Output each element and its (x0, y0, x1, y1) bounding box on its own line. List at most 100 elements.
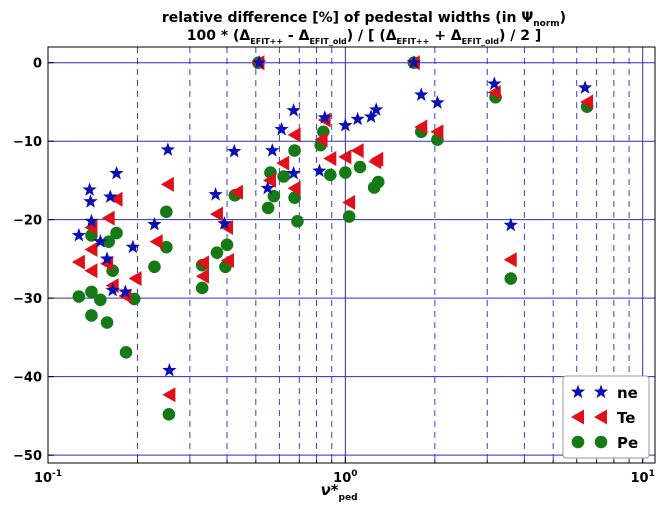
data-point-ne (487, 76, 502, 90)
data-point-Te (209, 206, 223, 222)
data-point-Te (503, 252, 517, 268)
y-tick-label: −10 (13, 135, 42, 150)
x-axis-label: ν*ped (320, 481, 357, 503)
legend-marker-ne (593, 384, 609, 399)
data-point-ne (503, 217, 518, 232)
data-point-Te (71, 254, 85, 270)
data-marks (71, 55, 594, 421)
data-point-Pe (220, 238, 234, 252)
data-point-ne (252, 55, 267, 69)
data-point-Pe (371, 175, 385, 189)
legend-label-ne: ne (617, 384, 638, 402)
data-point-Te (149, 234, 163, 250)
data-point-Te (101, 210, 115, 226)
chart-title-line1: relative difference [%] of pedestal widt… (162, 10, 566, 29)
data-point-ne (217, 216, 232, 230)
data-point-Te (195, 268, 209, 284)
data-point-Pe (288, 144, 301, 157)
data-point-ne (369, 102, 384, 116)
data-point-ne (227, 143, 242, 158)
plot-area (48, 47, 655, 463)
data-point-Te (276, 155, 290, 171)
data-point-Te (229, 184, 243, 200)
data-point-Pe (342, 210, 356, 223)
data-point-Pe (339, 166, 352, 179)
data-point-Pe (85, 309, 98, 322)
x-tick-label: 100 (333, 469, 357, 486)
data-point-ne (109, 165, 124, 180)
data-point-ne (430, 95, 445, 109)
data-point-Pe (100, 316, 114, 329)
data-point-Te (342, 194, 356, 210)
legend-label-Te: Te (617, 409, 635, 427)
data-point-Te (160, 176, 174, 192)
data-point-ne (260, 180, 275, 195)
data-point-Pe (261, 201, 275, 215)
x-tick-label: 10-1 (34, 469, 62, 486)
chart-title-line2: 100 * (ΔEFIT++ - ΔEFIT_old) / [ (ΔEFIT++… (187, 28, 542, 46)
x-tick-label: 101 (631, 469, 655, 486)
data-point-Te (370, 151, 384, 167)
legend: ne Te Pe (562, 375, 650, 459)
data-point-Pe (119, 346, 133, 359)
data-point-Pe (288, 191, 301, 205)
plot-frame (47, 46, 656, 464)
data-point-Te (323, 150, 337, 166)
data-point-ne (577, 80, 593, 94)
data-point-Te (84, 263, 98, 279)
data-point-ne (93, 234, 108, 248)
data-point-ne (105, 282, 120, 297)
data-point-ne (312, 163, 327, 178)
data-point-Pe (72, 290, 86, 303)
data-point-ne (99, 251, 115, 265)
legend-marker-Te (594, 409, 607, 425)
data-point-Pe (504, 272, 518, 285)
data-point-ne (125, 239, 141, 254)
data-point-Te (414, 119, 428, 135)
data-point-Pe (210, 246, 224, 259)
tick-labels: 10-1 100 101 0 −10 −20 −30 −40 −50 (13, 57, 655, 486)
data-point-ne (286, 103, 301, 117)
data-point-Pe (195, 281, 209, 295)
data-point-Pe (353, 160, 367, 174)
data-point-Te (128, 271, 142, 287)
data-point-ne (363, 109, 379, 123)
data-point-ne (71, 227, 86, 242)
data-point-ne (83, 194, 98, 208)
data-point-ne (317, 110, 332, 124)
data-point-ne (274, 121, 289, 136)
data-point-ne (350, 111, 365, 126)
data-point-Pe (323, 168, 337, 182)
data-point-ne (103, 189, 118, 203)
data-point-ne (82, 182, 97, 196)
data-point-ne (162, 362, 177, 377)
data-point-Te (84, 242, 98, 258)
data-point-Te (338, 149, 352, 165)
data-point-Pe (162, 408, 176, 421)
data-point-Pe (291, 214, 304, 228)
data-point-Te (220, 252, 234, 268)
data-point-Te (350, 143, 364, 159)
data-point-ne (84, 213, 99, 228)
data-point-ne (406, 55, 421, 69)
data-point-Te (109, 191, 123, 207)
y-tick-label: 0 (33, 57, 42, 72)
y-tick-label: −30 (13, 292, 42, 307)
data-point-Te (263, 172, 277, 188)
data-point-Te (162, 387, 176, 403)
data-point-Pe (160, 240, 173, 254)
legend-marker-ne (570, 384, 586, 399)
data-point-Pe (148, 260, 161, 274)
y-tick-label: −50 (13, 449, 42, 464)
data-point-Pe (160, 205, 173, 219)
y-tick-label: −20 (13, 214, 42, 229)
data-point-Te (195, 255, 209, 271)
data-point-Pe (110, 226, 123, 240)
data-point-Pe (277, 170, 290, 183)
data-point-Te (314, 132, 328, 148)
legend-marker-Te (571, 409, 584, 425)
data-point-ne (414, 87, 429, 101)
data-point-Te (287, 180, 301, 196)
data-point-Te (287, 127, 301, 143)
